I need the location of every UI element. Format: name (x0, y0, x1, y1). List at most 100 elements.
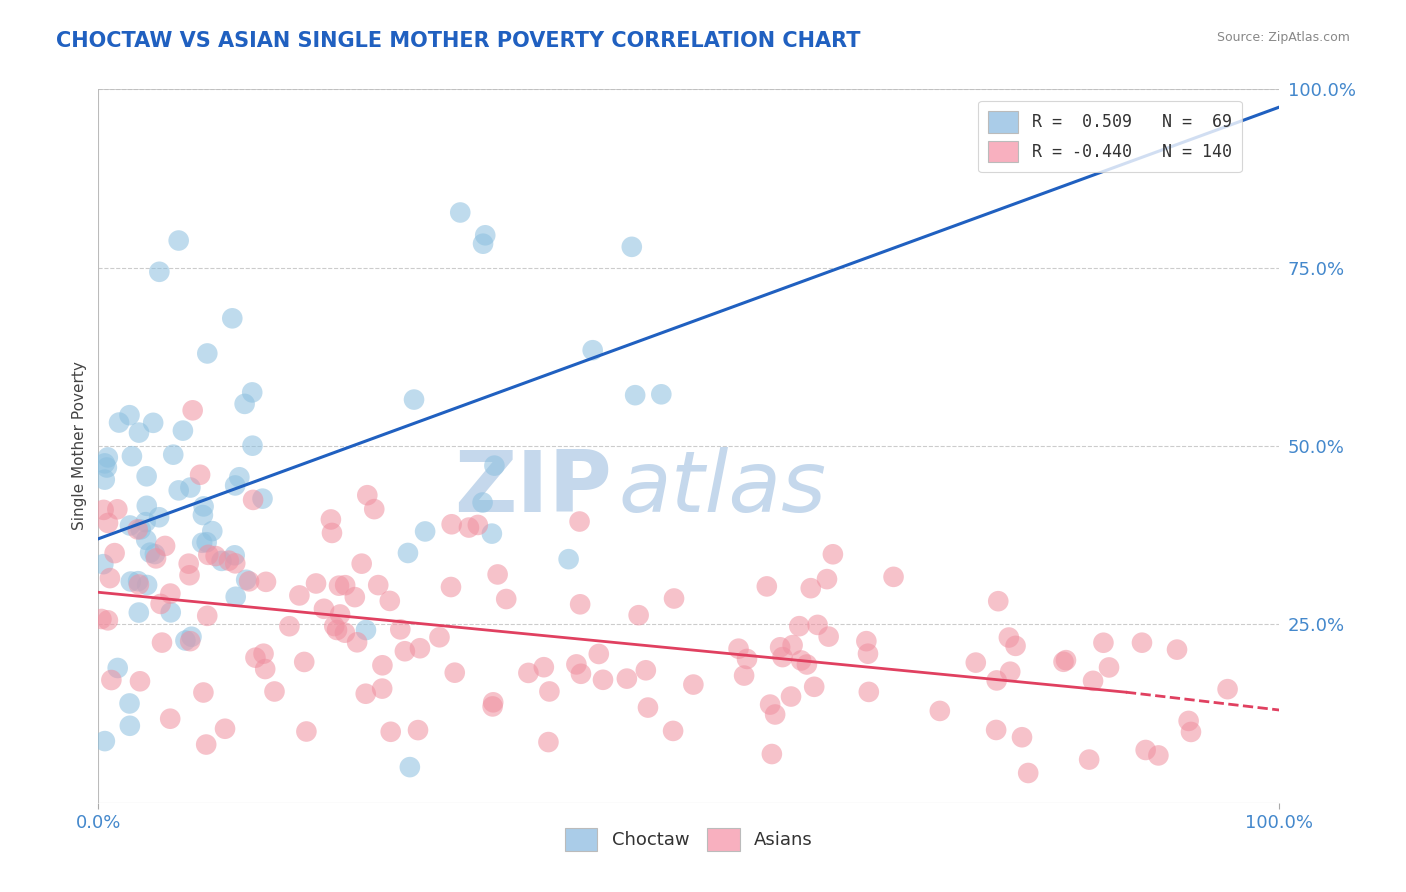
Point (986, 673, 1008, 688)
Point (787, 619, 810, 633)
Point (389, 623, 412, 637)
Point (821, 547, 844, 561)
Point (1098, 660, 1121, 674)
Point (96, 460, 118, 475)
Point (204, 549, 226, 563)
Point (582, 343, 605, 358)
Point (93, 557, 115, 571)
Point (817, 630, 839, 644)
Point (263, 684, 285, 698)
Point (108, 416, 131, 430)
Point (319, 512, 342, 526)
Point (1135, 743, 1157, 757)
Point (118, 719, 141, 733)
Point (107, 661, 129, 675)
Point (180, 630, 202, 644)
Point (569, 666, 592, 681)
Point (179, 568, 201, 582)
Point (815, 572, 838, 586)
Point (245, 650, 267, 665)
Point (221, 311, 243, 326)
Point (135, 515, 157, 529)
Point (443, 665, 465, 680)
Point (481, 526, 503, 541)
Point (240, 385, 263, 400)
Point (402, 392, 425, 407)
Point (394, 644, 416, 658)
Point (228, 470, 250, 484)
Point (467, 518, 489, 533)
Point (295, 724, 318, 739)
Point (472, 236, 495, 251)
Point (616, 672, 638, 686)
Point (153, 539, 176, 553)
Point (197, 548, 219, 562)
Text: ZIP: ZIP (454, 447, 612, 531)
Point (998, 631, 1021, 645)
Point (105, 502, 128, 516)
Point (495, 592, 517, 607)
Point (93, 503, 115, 517)
Point (129, 674, 152, 689)
Point (449, 205, 471, 219)
Point (399, 760, 422, 774)
Point (624, 388, 647, 402)
Point (474, 228, 496, 243)
Point (254, 662, 277, 676)
Point (484, 458, 506, 473)
Point (761, 747, 783, 761)
Point (409, 641, 432, 656)
Point (167, 234, 190, 248)
Point (195, 346, 218, 360)
Point (333, 625, 356, 640)
Point (928, 704, 950, 718)
Point (118, 697, 141, 711)
Point (984, 723, 1007, 737)
Point (354, 687, 377, 701)
Point (224, 549, 246, 563)
Point (167, 483, 190, 498)
Point (482, 695, 505, 709)
Point (755, 579, 778, 593)
Point (128, 577, 150, 591)
Point (1177, 714, 1199, 728)
Point (278, 619, 301, 633)
Point (533, 660, 555, 674)
Point (150, 635, 173, 649)
Point (557, 552, 579, 566)
Point (172, 424, 194, 438)
Point (148, 510, 170, 524)
Point (333, 578, 356, 592)
Point (127, 574, 149, 589)
Point (569, 597, 592, 611)
Text: Source: ZipAtlas.com: Source: ZipAtlas.com (1216, 31, 1350, 45)
Point (118, 408, 141, 422)
Point (179, 634, 201, 648)
Point (406, 723, 429, 737)
Point (193, 685, 215, 699)
Point (634, 663, 657, 677)
Point (650, 387, 672, 401)
Point (790, 653, 813, 667)
Text: CHOCTAW VS ASIAN SINGLE MOTHER POVERTY CORRELATION CHART: CHOCTAW VS ASIAN SINGLE MOTHER POVERTY C… (56, 31, 860, 51)
Point (312, 601, 335, 615)
Point (159, 586, 181, 600)
Point (159, 712, 181, 726)
Point (343, 590, 366, 604)
Point (682, 677, 704, 691)
Point (135, 469, 157, 483)
Point (127, 523, 149, 537)
Point (1092, 636, 1115, 650)
Point (100, 673, 122, 687)
Point (195, 535, 218, 549)
Point (292, 655, 315, 669)
Point (1216, 682, 1239, 697)
Point (733, 668, 755, 682)
Point (378, 594, 401, 608)
Point (98, 571, 121, 585)
Point (856, 647, 879, 661)
Point (782, 638, 804, 652)
Point (471, 495, 494, 509)
Point (195, 608, 218, 623)
Point (193, 500, 215, 514)
